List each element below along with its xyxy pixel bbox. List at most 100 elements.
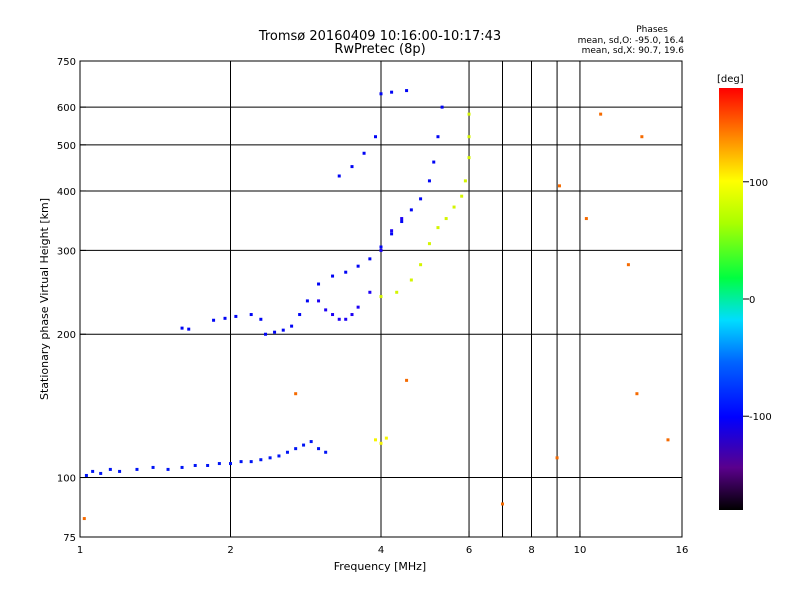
- data-point: [384, 436, 388, 440]
- data-point: [368, 290, 372, 294]
- data-point: [427, 242, 431, 246]
- data-point: [294, 447, 298, 451]
- data-point: [337, 174, 341, 178]
- series-o-mode-inner-trace: [317, 217, 404, 321]
- data-point: [599, 112, 603, 116]
- series-o-mode-f1-trace: [180, 105, 444, 336]
- phases-o-mode: mean, sd,O: -95.0, 16.4: [578, 36, 685, 46]
- data-point: [281, 328, 285, 332]
- series-scattered-echoes: [82, 112, 670, 521]
- data-point: [350, 313, 354, 317]
- data-point: [390, 90, 394, 94]
- data-point: [584, 217, 588, 221]
- data-point: [298, 313, 302, 317]
- data-point: [239, 460, 243, 464]
- y-tick-label: 75: [63, 533, 76, 544]
- data-point: [259, 317, 263, 321]
- data-point: [379, 248, 383, 252]
- data-point: [501, 502, 505, 506]
- data-point: [259, 458, 263, 462]
- colorbar-label: [deg]: [717, 74, 744, 85]
- data-point: [379, 92, 383, 96]
- data-point: [135, 467, 139, 471]
- data-points: [82, 89, 670, 521]
- data-point: [229, 462, 232, 466]
- series-x-mode-f-trace: [379, 112, 471, 299]
- chart-subtitle: RwPretec (8p): [334, 42, 425, 57]
- data-point: [331, 313, 335, 317]
- data-point: [166, 467, 170, 471]
- data-point: [317, 282, 321, 286]
- data-point: [91, 469, 95, 473]
- data-point: [440, 105, 444, 109]
- series-o-mode-e-layer: [84, 440, 328, 477]
- series-x-mode-e-echoes: [374, 436, 388, 445]
- data-point: [467, 112, 471, 116]
- data-point: [555, 456, 559, 460]
- y-tick-label: 100: [57, 474, 76, 485]
- colorbar-ticks: 100 0 -100: [743, 178, 772, 423]
- phases-title: Phases: [636, 25, 668, 35]
- data-point: [273, 330, 277, 334]
- colorbar-tick-label: -100: [749, 412, 772, 423]
- data-point: [223, 316, 227, 320]
- y-tick-label: 400: [57, 187, 76, 198]
- data-point: [249, 460, 253, 464]
- data-point: [264, 332, 268, 336]
- x-tick-label: 10: [574, 545, 587, 556]
- data-point: [405, 378, 409, 382]
- data-point: [118, 469, 122, 473]
- data-point: [379, 295, 383, 299]
- x-tick-label: 6: [466, 545, 472, 556]
- data-point: [324, 450, 328, 454]
- data-point: [317, 299, 321, 303]
- data-point: [395, 290, 399, 294]
- colorbar: [719, 88, 743, 510]
- data-point: [331, 274, 335, 278]
- y-tick-label: 750: [57, 57, 76, 68]
- x-axis-label: Frequency [MHz]: [334, 560, 426, 573]
- data-point: [460, 194, 464, 198]
- x-tick-label: 16: [676, 545, 689, 556]
- data-point: [640, 135, 644, 139]
- x-tick-label: 1: [77, 545, 83, 556]
- data-point: [344, 317, 348, 321]
- x-tick-label: 4: [378, 545, 384, 556]
- data-point: [151, 465, 155, 469]
- data-point: [344, 270, 348, 274]
- data-point: [350, 165, 354, 169]
- data-point: [206, 463, 210, 467]
- data-point: [193, 463, 197, 467]
- colorbar-tick-label: 0: [749, 295, 755, 306]
- data-point: [390, 232, 394, 236]
- data-point: [302, 443, 306, 447]
- colorbar-tick-label: 100: [749, 178, 768, 189]
- data-point: [635, 392, 639, 396]
- data-point: [379, 441, 383, 445]
- data-point: [405, 89, 409, 93]
- data-point: [234, 314, 238, 318]
- y-tick-label: 200: [57, 330, 76, 341]
- data-point: [268, 456, 272, 460]
- data-point: [305, 299, 309, 303]
- data-point: [400, 217, 404, 221]
- data-point: [285, 450, 289, 454]
- data-point: [356, 305, 360, 309]
- data-point: [374, 135, 378, 139]
- data-point: [467, 135, 471, 139]
- data-point: [467, 156, 471, 160]
- data-point: [217, 462, 221, 466]
- y-tick-label: 500: [57, 141, 76, 152]
- data-point: [409, 278, 413, 282]
- data-point: [356, 264, 360, 268]
- data-point: [557, 184, 561, 188]
- data-point: [390, 229, 394, 233]
- axis-ticks: 1 2 4 6 8 10 16 75 100 200 300 400 500 600 750: [57, 57, 688, 556]
- y-tick-label: 600: [57, 103, 76, 114]
- data-point: [212, 318, 216, 322]
- data-point: [379, 245, 383, 249]
- data-point: [82, 517, 86, 521]
- data-point: [180, 326, 184, 330]
- data-point: [666, 438, 670, 442]
- data-point: [294, 392, 298, 396]
